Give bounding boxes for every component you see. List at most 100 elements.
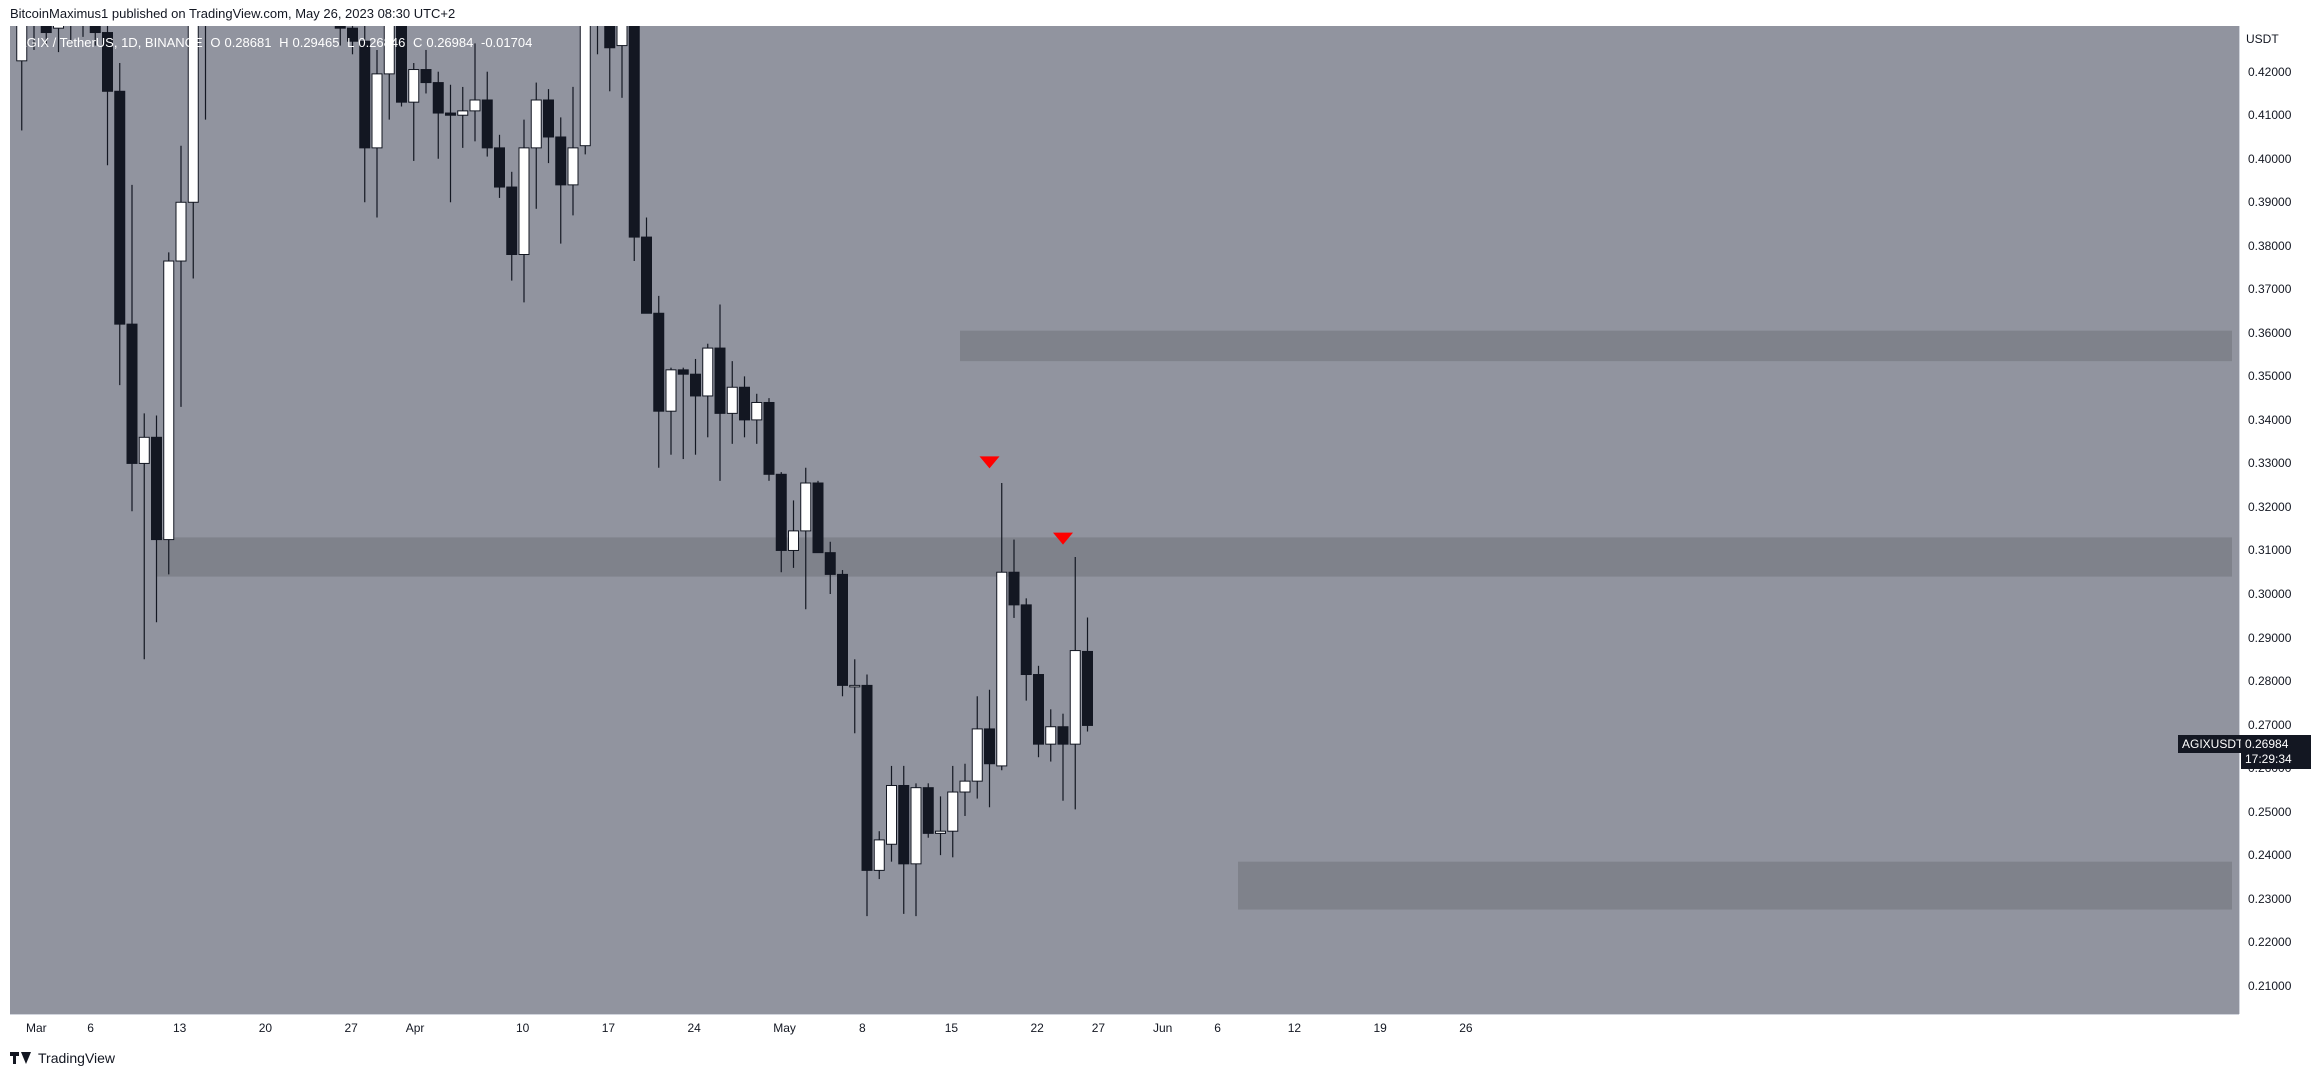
candle-body <box>971 728 983 782</box>
candle-body <box>677 369 689 375</box>
candle-body <box>53 26 64 29</box>
candles-layer <box>16 26 1093 917</box>
price-tick: 0.42000 <box>2248 64 2292 79</box>
price-tick: 0.29000 <box>2248 630 2292 645</box>
price-tick: 0.37000 <box>2248 282 2292 297</box>
publisher-header: BitcoinMaximus1 published on TradingView… <box>10 6 456 21</box>
candle-body <box>371 73 383 149</box>
candle-body <box>616 26 628 47</box>
price-tick: 0.24000 <box>2248 848 2292 863</box>
chart-pane[interactable] <box>10 26 2239 1014</box>
candle-body <box>151 436 162 541</box>
candle-body <box>775 473 787 551</box>
legend-open-label: O <box>210 35 221 50</box>
candle-body <box>910 787 922 865</box>
candle-body <box>16 26 28 62</box>
tradingview-logo-icon <box>10 1052 32 1064</box>
candle-body <box>935 830 946 834</box>
price-tick: 0.22000 <box>2248 935 2292 950</box>
time-axis[interactable]: Mar 6 13 20 27 Apr 10 17 24 May 8 15 22 27 Jun 6 12 19 26 <box>10 1014 2239 1041</box>
candle-body <box>690 373 701 397</box>
price-tick: 0.36000 <box>2248 325 2292 340</box>
price-tick: 0.39000 <box>2248 195 2292 210</box>
time-tick: 13 <box>173 1021 187 1035</box>
candle-body <box>432 82 444 114</box>
candle-body <box>114 90 126 325</box>
candle-body <box>788 530 799 551</box>
price-tick: 0.35000 <box>2248 369 2292 384</box>
resistance-marker-icon <box>1053 532 1073 545</box>
candle-body <box>420 69 432 84</box>
candle-body <box>861 684 873 871</box>
candle-body <box>837 573 848 686</box>
candle-body <box>543 99 554 138</box>
candle-body <box>481 99 493 149</box>
time-tick: Jun <box>1153 1021 1173 1035</box>
zone-band <box>960 330 2232 362</box>
resistance-marker-icon <box>979 456 1000 469</box>
time-tick: 20 <box>258 1021 273 1035</box>
tradingview-footer[interactable]: TradingView <box>10 1050 115 1066</box>
last-price-symbol-tag: AGIXUSDT <box>2178 735 2248 753</box>
time-tick: 22 <box>1030 1021 1044 1035</box>
candle-body <box>334 26 346 29</box>
price-axis[interactable]: USDT 0.42000 0.41000 0.40000 0.39000 0.38000… <box>2239 26 2314 1014</box>
time-tick: 19 <box>1373 1021 1387 1035</box>
candle-body <box>457 110 469 116</box>
candle-body <box>702 347 714 397</box>
price-tick: 0.41000 <box>2248 108 2292 123</box>
candle-body <box>922 787 934 834</box>
legend-symbol: AGIX / TetherUS, 1D, BINANCE <box>18 35 203 50</box>
candle-body <box>996 571 1008 767</box>
candle-body <box>40 26 52 34</box>
candle-body <box>579 26 591 147</box>
time-tick: 15 <box>944 1021 959 1035</box>
price-tick: 0.33000 <box>2248 456 2292 471</box>
candle-body <box>873 839 885 871</box>
candle-body <box>653 312 665 412</box>
candle-body <box>604 26 616 49</box>
price-tick: 0.38000 <box>2248 238 2292 253</box>
candle-body <box>628 26 640 238</box>
candle-body <box>1033 674 1044 745</box>
last-price-tag: 0.26984 17:29:34 <box>2241 735 2311 769</box>
candle-body <box>886 784 897 845</box>
candle-body <box>849 684 861 688</box>
time-tick: 26 <box>1459 1021 1473 1035</box>
candle-body <box>408 69 420 103</box>
candle-countdown: 17:29:34 <box>2245 752 2292 766</box>
candle-body <box>1069 650 1081 745</box>
legend-high-label: H <box>279 35 289 50</box>
legend-close: 0.26984 <box>426 35 474 50</box>
last-price-value: 0.26984 <box>2245 737 2289 751</box>
candle-body <box>1020 604 1032 676</box>
candle-body <box>102 32 113 92</box>
candlestick-chart[interactable] <box>10 26 2239 1014</box>
time-tick: 10 <box>516 1021 530 1035</box>
price-tick: 0.30000 <box>2248 586 2292 601</box>
candle-body <box>347 27 358 42</box>
time-tick: Mar <box>26 1021 47 1035</box>
candle-body <box>518 147 530 256</box>
candle-body <box>898 784 910 865</box>
time-tick: Apr <box>405 1021 425 1035</box>
time-tick: 8 <box>859 1021 866 1035</box>
candle-body <box>138 436 150 464</box>
candle-body <box>1057 726 1069 745</box>
zone-band <box>156 537 2232 577</box>
price-tick: 0.32000 <box>2248 499 2292 514</box>
candle-body <box>396 26 407 103</box>
candle-body <box>726 386 738 414</box>
time-tick: 24 <box>687 1021 701 1035</box>
legend-change: -0.01704 <box>480 35 533 50</box>
zones-layer <box>156 330 2232 910</box>
candle-body <box>506 186 518 256</box>
candle-body <box>665 369 677 412</box>
candle-body <box>812 482 824 554</box>
candle-body <box>763 401 775 475</box>
candle-body <box>1008 571 1020 606</box>
candle-body <box>175 201 187 262</box>
price-tick: 0.27000 <box>2248 717 2292 732</box>
candle-body <box>984 728 995 765</box>
